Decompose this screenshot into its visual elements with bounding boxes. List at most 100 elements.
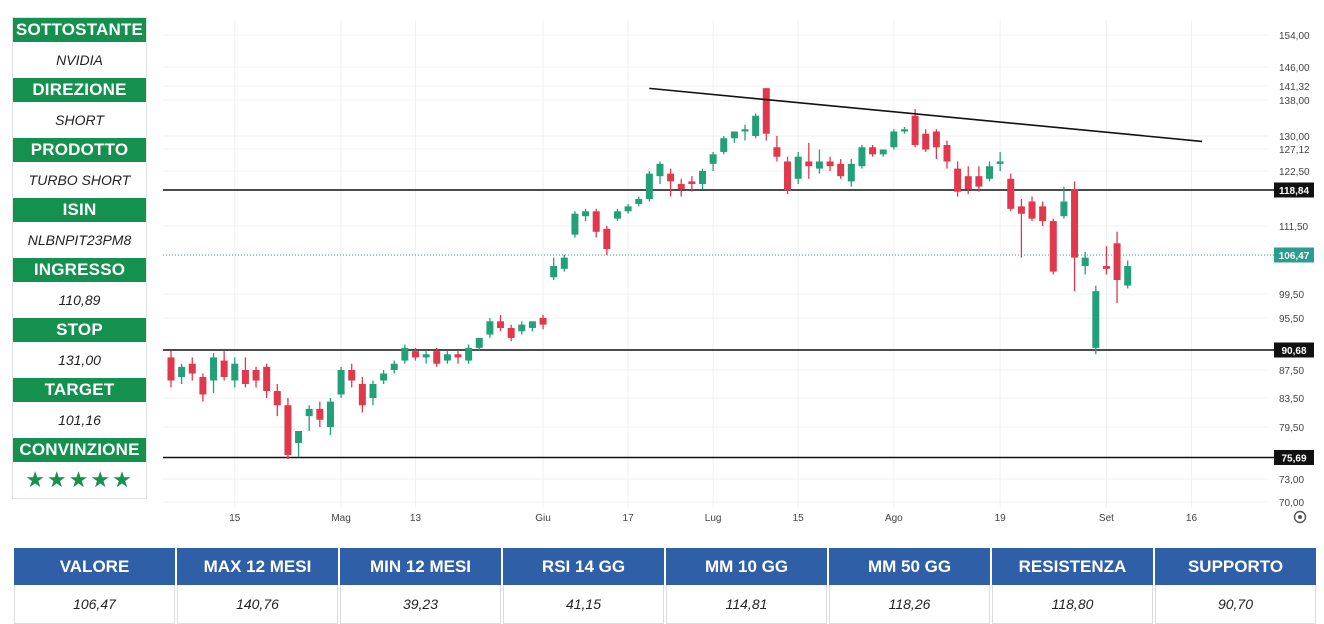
candle-body: [730, 131, 738, 139]
candle-up: [986, 161, 994, 182]
candle-body: [231, 363, 239, 381]
y-tick-label: 73,00: [1279, 475, 1304, 486]
candle-up: [624, 203, 632, 214]
candle-down: [837, 159, 845, 179]
candle-down: [688, 176, 696, 192]
candle-down: [603, 226, 611, 255]
candle-body: [326, 401, 334, 427]
candle-down: [922, 129, 930, 152]
candle-body: [826, 161, 834, 167]
candle-down: [539, 315, 547, 330]
candle-up: [465, 344, 473, 364]
candle-down: [869, 145, 877, 157]
candle-body: [284, 405, 292, 455]
y-axis: 154,00 146,00 141,32 138,00 130,00 127,12 122,…: [1279, 31, 1310, 509]
candle-body: [316, 408, 324, 420]
candle-body: [305, 408, 313, 417]
candle-body: [720, 138, 728, 152]
candle-body: [890, 131, 898, 148]
candle-body: [741, 129, 749, 132]
y-tick-label: 141,32: [1279, 82, 1310, 93]
candle-up: [847, 159, 855, 187]
candle-body: [539, 318, 547, 325]
candle-down: [1049, 218, 1057, 275]
candle-up: [730, 131, 738, 143]
y-tick-label: 138,00: [1279, 96, 1310, 107]
candle-down: [188, 357, 196, 381]
candle-body: [528, 321, 536, 328]
candle-body: [613, 211, 621, 219]
candle-up: [380, 370, 388, 384]
candle-down: [826, 156, 834, 171]
x-tick-label: 17: [623, 513, 635, 524]
candle-body: [1071, 189, 1079, 258]
candle-body: [411, 351, 419, 358]
candle-body: [210, 357, 218, 381]
candle-up: [635, 196, 643, 207]
candle-body: [241, 370, 249, 384]
candle-body: [507, 327, 515, 338]
candle-up: [295, 431, 303, 457]
label-prodotto: PRODOTTO: [13, 138, 146, 162]
candle-down: [263, 363, 271, 398]
rating-stars: ★★★★★: [25, 467, 134, 492]
candle-body: [986, 166, 994, 179]
candle-down: [273, 384, 281, 417]
candle-down: [592, 208, 600, 238]
candle-body: [603, 228, 611, 250]
value-target: 101,16: [58, 412, 101, 428]
candle-up: [390, 360, 398, 374]
candle-body: [1060, 201, 1068, 217]
y-tick-label: 95,50: [1279, 314, 1304, 325]
y-tick-label: 154,00: [1279, 31, 1310, 42]
header-resistenza: RESISTENZA: [992, 548, 1153, 585]
candle-down: [954, 161, 962, 197]
x-tick-label: 13: [410, 513, 422, 524]
candle-body: [709, 154, 717, 164]
candle-up: [741, 124, 749, 141]
candle-body: [815, 161, 823, 169]
value-mm-50-gg: 118,26: [829, 585, 990, 624]
trendline: [649, 87, 1203, 143]
candle-down: [667, 168, 675, 197]
candle-body: [465, 347, 473, 361]
value-direzione: SHORT: [55, 112, 104, 128]
candle-down: [1028, 196, 1036, 222]
y-tick-label: 146,00: [1279, 63, 1310, 74]
candle-body: [380, 373, 388, 381]
candle-body: [475, 337, 483, 348]
candle-up: [815, 149, 823, 174]
stats-header-row: VALORE MAX 12 MESI MIN 12 MESI RSI 14 GG…: [14, 548, 1316, 585]
candle-down: [241, 357, 249, 388]
candle-body: [847, 163, 855, 182]
y-tick-label: 79,50: [1279, 423, 1304, 434]
x-tick-label: 15: [229, 513, 241, 524]
header-supporto: SUPPORTO: [1155, 548, 1316, 585]
settings-icon[interactable]: [1293, 510, 1307, 524]
header-rsi-14-gg: RSI 14 GG: [503, 548, 664, 585]
candle-body: [263, 366, 271, 391]
candle-down: [932, 129, 940, 160]
candle-body: [762, 88, 770, 134]
candle-body: [794, 156, 802, 179]
candle-body: [911, 115, 919, 146]
candle-body: [443, 354, 451, 361]
current-price-label: 106,47: [1279, 251, 1310, 262]
candle-down: [348, 363, 356, 388]
candle-body: [954, 168, 962, 192]
label-target: TARGET: [13, 378, 146, 402]
x-axis: 15 Mag 13 Giu 17 Lug 15 Ago 19 Set 16: [229, 513, 1197, 524]
header-min-12-mesi: MIN 12 MESI: [340, 548, 501, 585]
candle-down: [220, 351, 228, 381]
candle-up: [858, 145, 866, 169]
candle-body: [422, 354, 430, 358]
candle-body: [1007, 178, 1015, 209]
candle-up: [752, 113, 760, 139]
candle-body: [295, 431, 303, 443]
candle-body: [1113, 243, 1121, 281]
candle-body: [943, 145, 951, 162]
candle-up: [560, 254, 568, 272]
candle-body: [550, 266, 558, 278]
candle-body: [401, 347, 409, 361]
candle-up: [305, 405, 313, 431]
